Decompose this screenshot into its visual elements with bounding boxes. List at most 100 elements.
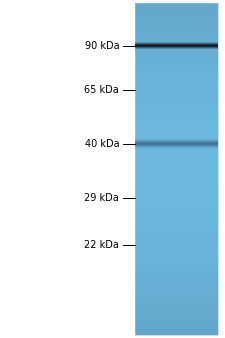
Bar bbox=[135, 238, 218, 242]
Bar bbox=[135, 255, 218, 259]
Bar bbox=[135, 42, 218, 43]
Bar bbox=[135, 182, 218, 186]
Bar bbox=[135, 53, 218, 56]
Bar bbox=[135, 198, 218, 202]
Bar bbox=[135, 43, 218, 44]
Bar bbox=[135, 195, 218, 199]
Bar bbox=[135, 143, 218, 144]
Bar bbox=[135, 46, 218, 50]
Bar bbox=[135, 42, 218, 43]
Bar bbox=[135, 242, 218, 245]
Bar bbox=[135, 73, 218, 76]
Bar bbox=[135, 46, 218, 47]
Bar bbox=[135, 129, 218, 132]
Bar bbox=[135, 26, 218, 30]
Bar bbox=[135, 268, 218, 272]
Bar bbox=[135, 109, 218, 113]
Bar bbox=[135, 147, 218, 148]
Bar bbox=[135, 261, 218, 265]
Bar bbox=[135, 3, 218, 7]
Bar bbox=[135, 265, 218, 268]
Bar bbox=[135, 314, 218, 318]
Bar bbox=[135, 288, 218, 292]
Bar bbox=[135, 251, 218, 255]
Bar bbox=[135, 142, 218, 143]
Bar bbox=[135, 139, 218, 143]
Bar bbox=[135, 36, 218, 40]
Bar bbox=[135, 301, 218, 305]
Bar bbox=[135, 63, 218, 66]
Bar bbox=[135, 321, 218, 325]
Bar bbox=[135, 178, 218, 182]
Bar bbox=[135, 169, 218, 172]
Bar bbox=[135, 144, 218, 145]
Bar bbox=[135, 141, 218, 142]
Bar bbox=[135, 144, 218, 145]
Bar bbox=[135, 66, 218, 70]
Bar bbox=[135, 311, 218, 315]
Bar bbox=[135, 48, 218, 49]
Bar bbox=[135, 139, 218, 140]
Bar bbox=[135, 222, 218, 225]
Bar bbox=[135, 6, 218, 10]
Bar bbox=[135, 33, 218, 37]
Bar bbox=[135, 86, 218, 90]
Bar bbox=[135, 76, 218, 79]
Bar bbox=[135, 140, 218, 141]
Bar bbox=[135, 48, 218, 49]
Bar bbox=[135, 225, 218, 228]
Bar bbox=[135, 305, 218, 308]
Bar bbox=[135, 136, 218, 139]
Bar bbox=[135, 258, 218, 262]
Bar bbox=[135, 140, 218, 141]
Bar bbox=[135, 145, 218, 146]
Bar bbox=[135, 235, 218, 239]
Bar bbox=[135, 162, 218, 166]
Bar bbox=[135, 96, 218, 99]
Bar bbox=[135, 138, 218, 139]
Bar bbox=[135, 106, 218, 110]
Bar bbox=[135, 308, 218, 311]
Bar bbox=[135, 189, 218, 192]
Bar bbox=[135, 46, 218, 47]
Bar bbox=[135, 185, 218, 189]
Bar bbox=[135, 298, 218, 301]
Bar bbox=[135, 59, 218, 63]
Text: 90 kDa: 90 kDa bbox=[85, 41, 119, 51]
Bar bbox=[135, 82, 218, 86]
Bar bbox=[135, 232, 218, 235]
Bar bbox=[135, 102, 218, 106]
Bar bbox=[135, 175, 218, 179]
Bar bbox=[135, 43, 218, 46]
Bar bbox=[135, 275, 218, 278]
Bar bbox=[135, 13, 218, 17]
Bar bbox=[135, 159, 218, 162]
Bar bbox=[135, 16, 218, 20]
Bar bbox=[135, 122, 218, 126]
Bar bbox=[135, 139, 218, 140]
Bar bbox=[135, 69, 218, 73]
Bar bbox=[135, 20, 218, 23]
Bar bbox=[135, 215, 218, 219]
Bar bbox=[135, 145, 218, 146]
Text: 29 kDa: 29 kDa bbox=[85, 193, 119, 203]
Bar bbox=[135, 192, 218, 195]
Bar bbox=[135, 209, 218, 212]
Bar bbox=[135, 205, 218, 209]
Bar bbox=[135, 245, 218, 248]
Bar bbox=[135, 43, 218, 44]
Bar bbox=[135, 56, 218, 60]
Bar bbox=[135, 328, 218, 331]
Bar bbox=[135, 43, 218, 44]
Bar bbox=[135, 212, 218, 215]
Bar bbox=[135, 291, 218, 295]
Bar bbox=[135, 145, 218, 149]
Bar bbox=[135, 126, 218, 129]
Bar bbox=[135, 143, 218, 144]
Bar bbox=[135, 172, 218, 176]
Bar bbox=[135, 141, 218, 142]
Bar bbox=[135, 3, 218, 335]
Bar bbox=[135, 99, 218, 103]
Bar bbox=[135, 29, 218, 33]
Bar bbox=[135, 44, 218, 45]
